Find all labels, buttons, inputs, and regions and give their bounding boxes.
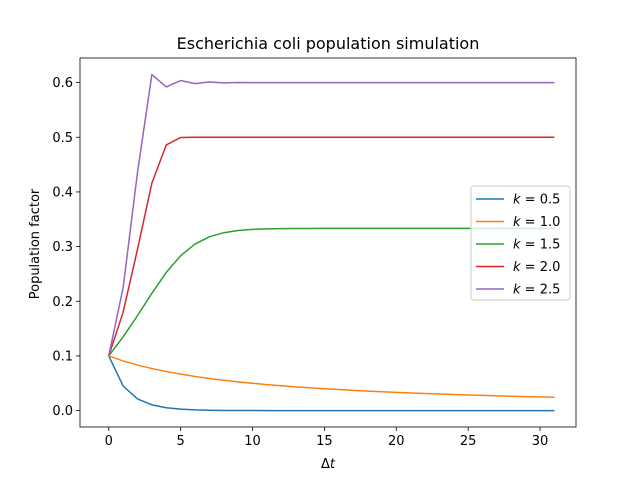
legend-variable: k — [513, 260, 521, 275]
x-tick-label: 15 — [316, 434, 333, 449]
legend-value: 1.5 — [540, 238, 561, 253]
legend-variable: k — [513, 238, 521, 253]
plot-frame — [79, 57, 577, 428]
x-tick-label: 25 — [460, 434, 477, 449]
ticks-layer: 0 5 10 15 20 25 30 0.0 0.1 0.2 0.3 0.4 0.5 0.6 — [52, 76, 548, 449]
legend-equals: = — [521, 193, 540, 208]
legend-label: k = 2.0 — [513, 260, 560, 275]
x-tick-label: 20 — [388, 434, 405, 449]
series-line-4 — [108, 136, 555, 357]
legend-value: 2.0 — [540, 260, 561, 275]
legend-variable: k — [513, 193, 521, 208]
y-tick-label: 0.2 — [52, 295, 73, 310]
x-tick-label: 10 — [244, 434, 261, 449]
x-axis-label: Δt — [321, 457, 336, 472]
legend-value: 2.5 — [540, 283, 561, 298]
legend-label: k = 2.5 — [513, 283, 560, 298]
x-axis-label-prefix: Δ — [321, 457, 330, 472]
x-tick-label: 5 — [176, 434, 184, 449]
series-line-1 — [108, 355, 555, 412]
series-line-2 — [108, 355, 555, 399]
legend-value: 0.5 — [540, 193, 561, 208]
y-tick-label: 0.5 — [52, 131, 73, 146]
legend-label: k = 1.0 — [513, 215, 560, 230]
legend-equals: = — [521, 260, 540, 275]
chart-title: Escherichia coli population simulation — [177, 34, 480, 53]
x-axis-label-var: t — [330, 457, 336, 472]
legend-variable: k — [513, 283, 521, 298]
legend-variable: k — [513, 215, 521, 230]
x-tick-label: 0 — [105, 434, 113, 449]
legend-box — [470, 185, 571, 301]
legend-label: k = 1.5 — [513, 238, 560, 253]
legend-label: k = 0.5 — [513, 193, 560, 208]
x-tick-label: 30 — [532, 434, 549, 449]
y-tick-label: 0.3 — [52, 240, 73, 255]
legend-equals: = — [521, 215, 540, 230]
y-tick-label: 0.1 — [52, 349, 73, 364]
series-line-5 — [108, 73, 555, 357]
legend-equals: = — [521, 283, 540, 298]
y-tick-label: 0.6 — [52, 76, 73, 91]
series-layer — [108, 73, 555, 412]
y-tick-label: 0.4 — [52, 185, 73, 200]
y-axis-label: Population factor — [28, 188, 43, 299]
legend-equals: = — [521, 238, 540, 253]
legend-value: 1.0 — [540, 215, 561, 230]
legend: k = 0.5k = 1.0k = 1.5k = 2.0k = 2.5 — [470, 185, 571, 301]
y-tick-label: 0.0 — [52, 404, 73, 419]
